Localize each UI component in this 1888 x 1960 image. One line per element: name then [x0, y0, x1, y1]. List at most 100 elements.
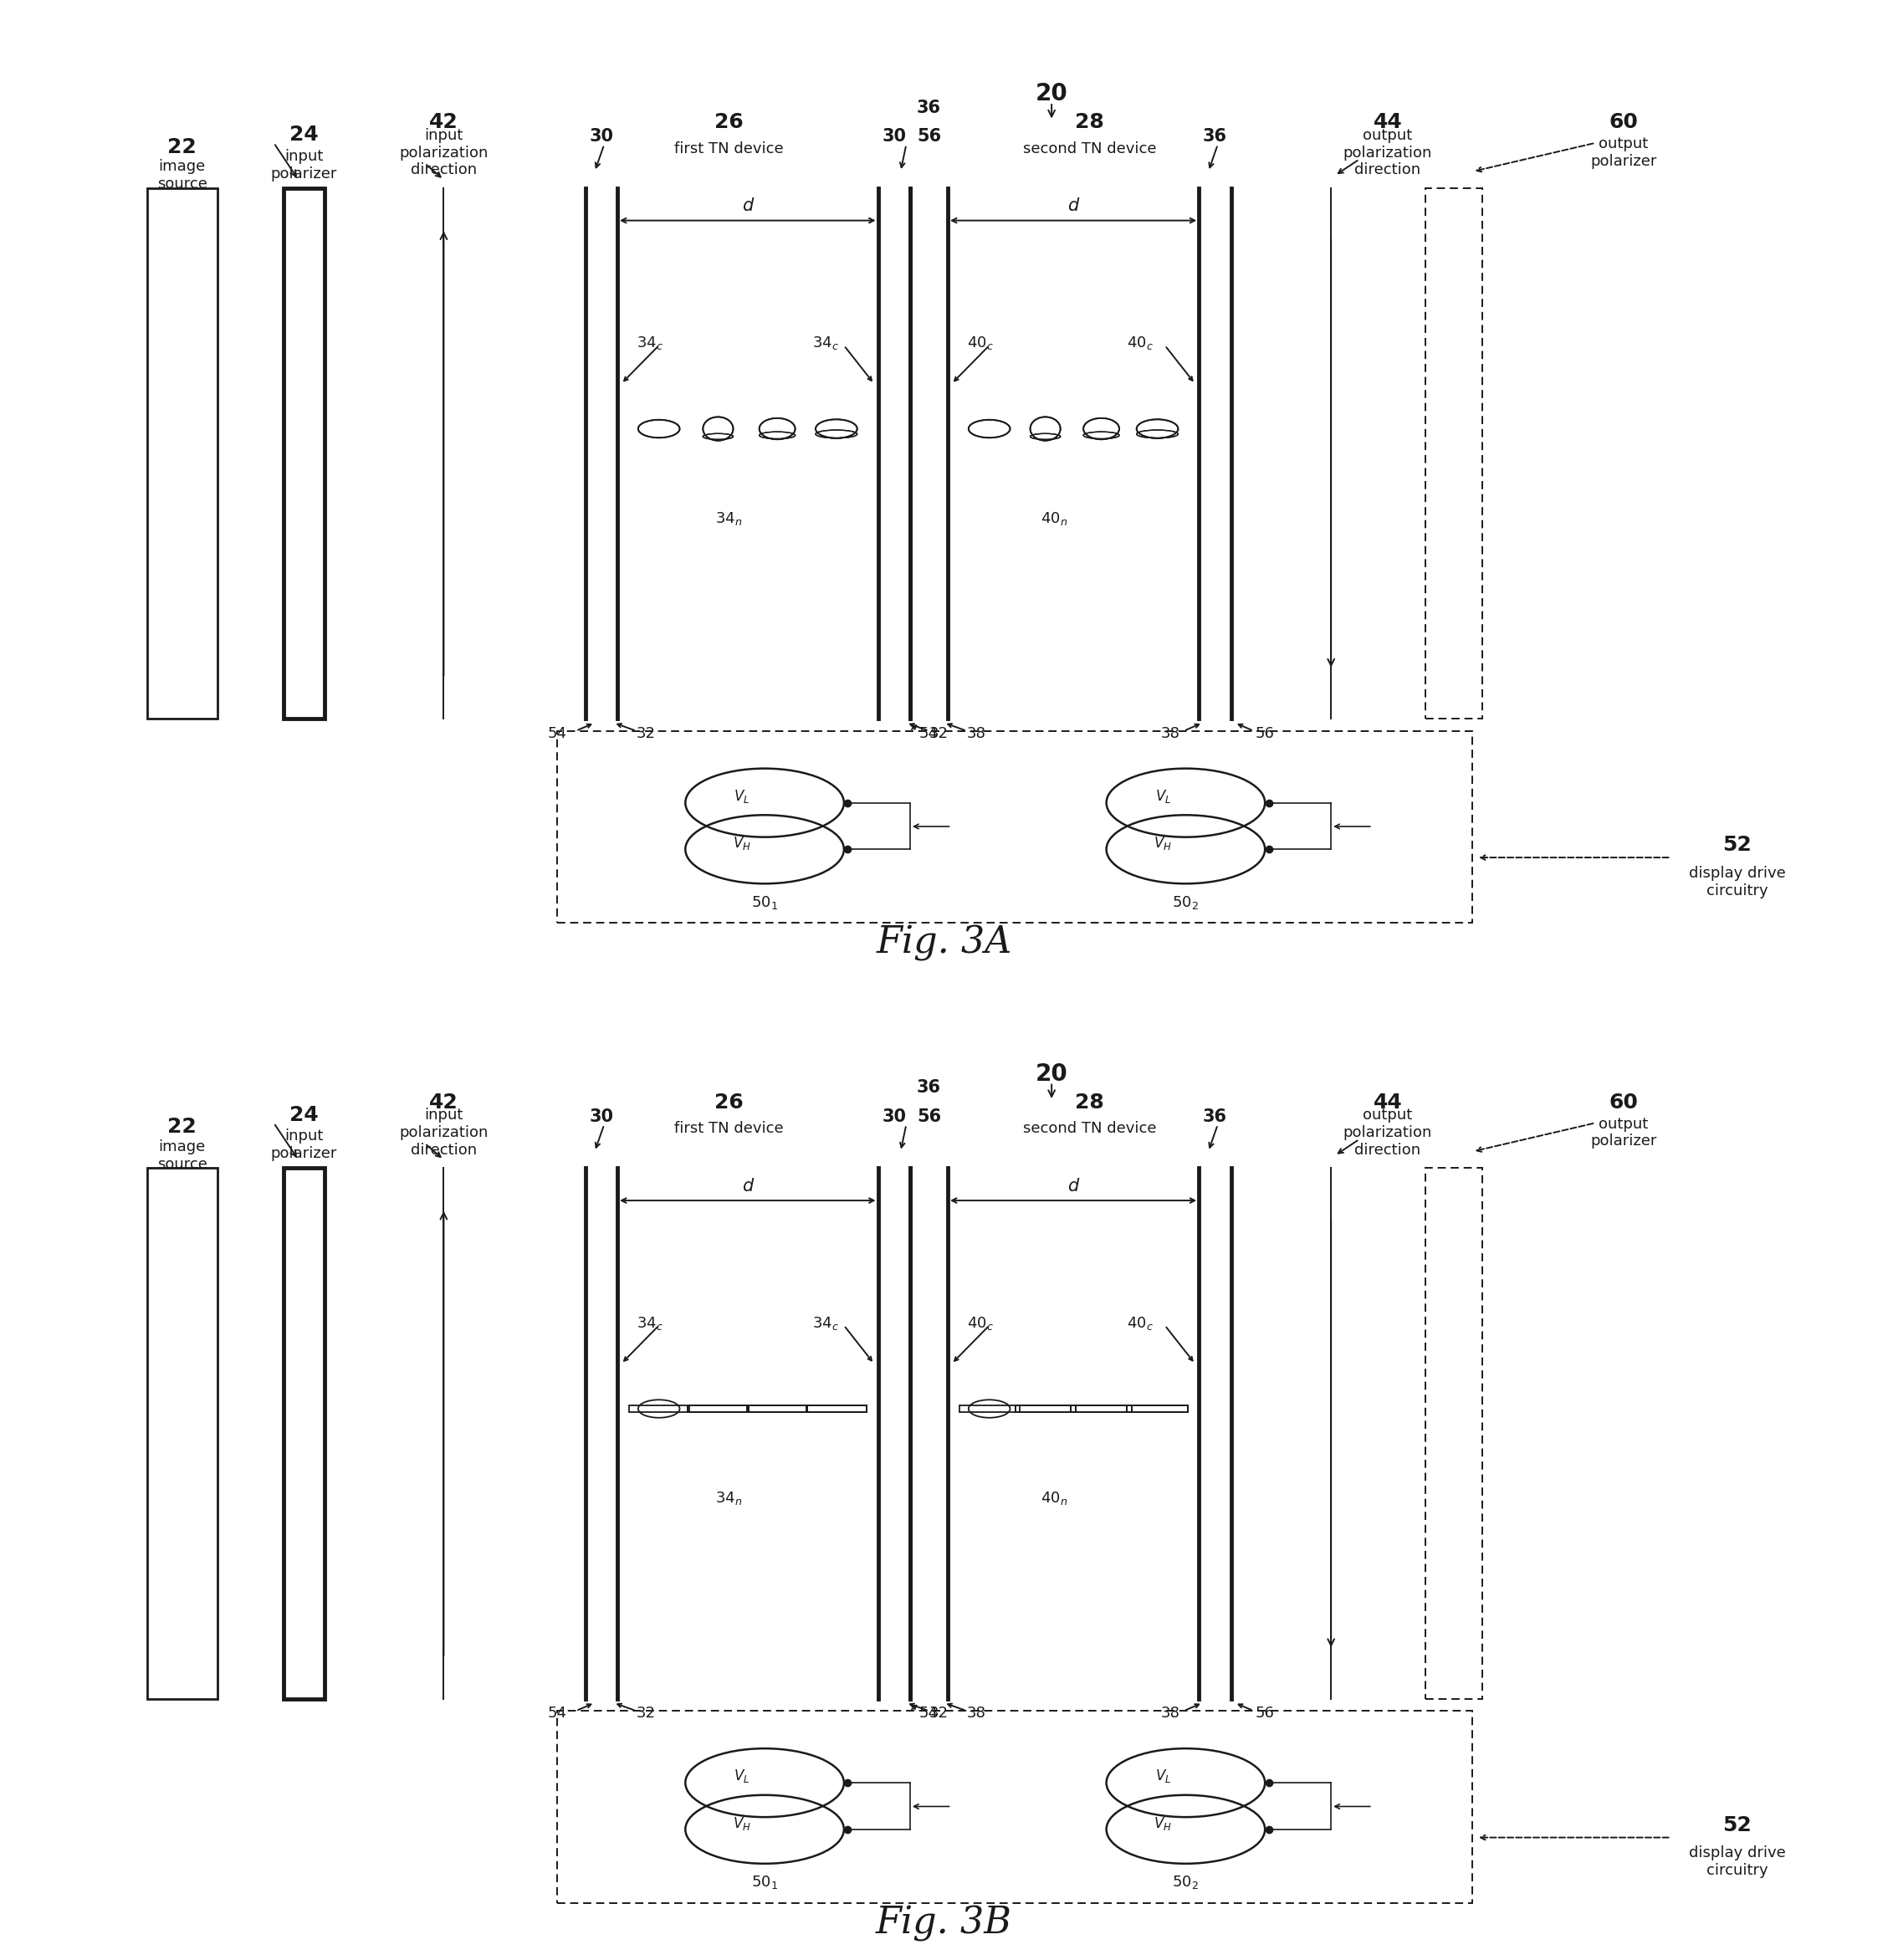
- Bar: [1127, 1405, 1188, 1413]
- Text: second TN device: second TN device: [1023, 141, 1155, 157]
- Text: 38: 38: [1161, 1705, 1180, 1721]
- Text: $40_c$: $40_c$: [967, 1315, 993, 1331]
- Text: 52: 52: [1722, 1815, 1752, 1835]
- Bar: [557, 731, 1473, 923]
- Text: 38: 38: [1161, 725, 1180, 741]
- Bar: [959, 1405, 1020, 1413]
- Text: display drive
circuitry: display drive circuitry: [1688, 1846, 1786, 1878]
- Text: 36: 36: [918, 1080, 940, 1096]
- Text: 32: 32: [636, 725, 655, 741]
- Text: $34_n$: $34_n$: [716, 510, 742, 527]
- Text: $34_c$: $34_c$: [812, 1315, 838, 1331]
- Text: 42: 42: [429, 112, 459, 133]
- Text: 36: 36: [918, 100, 940, 116]
- Text: d: d: [1069, 1178, 1078, 1194]
- Text: 56: 56: [1256, 1705, 1274, 1721]
- Text: 54: 54: [548, 1705, 566, 1721]
- Text: $34_n$: $34_n$: [716, 1490, 742, 1507]
- Bar: [1016, 1405, 1076, 1413]
- Bar: [806, 1405, 867, 1413]
- Bar: [1127, 1405, 1188, 1413]
- Text: 36: 36: [1203, 1107, 1227, 1125]
- Bar: [748, 1405, 808, 1413]
- Bar: [1070, 1405, 1131, 1413]
- Text: $40_c$: $40_c$: [967, 335, 993, 351]
- Text: $50_{2}$: $50_{2}$: [1172, 894, 1199, 911]
- Text: $40_c$: $40_c$: [1127, 335, 1154, 351]
- Bar: [283, 188, 325, 719]
- Bar: [629, 1405, 689, 1413]
- Text: input
polarizer: input polarizer: [270, 149, 338, 180]
- Text: 30: 30: [589, 1107, 614, 1125]
- Text: $50_{2}$: $50_{2}$: [1172, 1874, 1199, 1891]
- Bar: [806, 1405, 867, 1413]
- Text: 56: 56: [918, 1107, 940, 1125]
- Text: $34_c$: $34_c$: [636, 1315, 663, 1331]
- Text: 24: 24: [289, 1105, 319, 1125]
- Text: 60: 60: [1609, 1092, 1639, 1113]
- Text: 24: 24: [289, 125, 319, 145]
- Text: input
polarization
direction: input polarization direction: [398, 1107, 489, 1158]
- Bar: [283, 1168, 325, 1699]
- Text: 38: 38: [967, 1705, 986, 1721]
- Text: $V_H$: $V_H$: [733, 1815, 751, 1833]
- Text: 38: 38: [967, 725, 986, 741]
- Text: image
source: image source: [157, 159, 208, 192]
- Bar: [687, 1405, 748, 1413]
- Text: 22: 22: [168, 1117, 196, 1137]
- Bar: [147, 188, 217, 719]
- Text: output
polarization
direction: output polarization direction: [1342, 1107, 1433, 1158]
- Text: 30: 30: [882, 1107, 906, 1125]
- Text: $34_c$: $34_c$: [812, 335, 838, 351]
- Text: input
polarizer: input polarizer: [270, 1129, 338, 1160]
- Text: output
polarizer: output polarizer: [1590, 137, 1658, 169]
- Text: 44: 44: [1373, 1092, 1403, 1113]
- Text: 52: 52: [1722, 835, 1752, 855]
- Text: 20: 20: [1035, 1062, 1069, 1086]
- Text: $40_c$: $40_c$: [1127, 1315, 1154, 1331]
- Text: $V_L$: $V_L$: [734, 1768, 750, 1786]
- Text: 30: 30: [882, 127, 906, 145]
- Text: $50_{1}$: $50_{1}$: [751, 894, 778, 911]
- Text: 56: 56: [1256, 725, 1274, 741]
- Text: 32: 32: [929, 1705, 948, 1721]
- Text: $V_H$: $V_H$: [733, 835, 751, 853]
- Text: 56: 56: [918, 127, 940, 145]
- Text: display drive
circuitry: display drive circuitry: [1688, 866, 1786, 898]
- Text: 28: 28: [1074, 1092, 1104, 1113]
- Text: Fig. 3A: Fig. 3A: [876, 925, 1012, 960]
- Text: first TN device: first TN device: [674, 141, 784, 157]
- Text: $40_n$: $40_n$: [1040, 510, 1069, 527]
- Text: output
polarizer: output polarizer: [1590, 1117, 1658, 1149]
- Text: 30: 30: [589, 127, 614, 145]
- Text: $50_{1}$: $50_{1}$: [751, 1874, 778, 1891]
- Bar: [1425, 1168, 1482, 1699]
- Text: 36: 36: [1203, 127, 1227, 145]
- Bar: [748, 1405, 808, 1413]
- Text: 32: 32: [929, 725, 948, 741]
- Text: 22: 22: [168, 137, 196, 157]
- Text: $V_L$: $V_L$: [1155, 788, 1171, 806]
- Text: output
polarization
direction: output polarization direction: [1342, 127, 1433, 178]
- Text: 60: 60: [1609, 112, 1639, 133]
- Bar: [1016, 1405, 1076, 1413]
- Bar: [147, 1168, 217, 1699]
- Text: 54: 54: [548, 725, 566, 741]
- Text: first TN device: first TN device: [674, 1121, 784, 1137]
- Bar: [1070, 1405, 1131, 1413]
- Text: Fig. 3B: Fig. 3B: [876, 1905, 1012, 1940]
- Text: second TN device: second TN device: [1023, 1121, 1155, 1137]
- Text: 44: 44: [1373, 112, 1403, 133]
- Text: $40_n$: $40_n$: [1040, 1490, 1069, 1507]
- Text: $V_H$: $V_H$: [1154, 1815, 1172, 1833]
- Bar: [1425, 188, 1482, 719]
- Text: $V_H$: $V_H$: [1154, 835, 1172, 853]
- Bar: [687, 1405, 748, 1413]
- Text: 26: 26: [714, 112, 744, 133]
- Text: 26: 26: [714, 1092, 744, 1113]
- Text: d: d: [742, 1178, 753, 1194]
- Text: image
source: image source: [157, 1139, 208, 1172]
- Text: $V_L$: $V_L$: [734, 788, 750, 806]
- Text: $34_c$: $34_c$: [636, 335, 663, 351]
- Text: 54: 54: [919, 1705, 938, 1721]
